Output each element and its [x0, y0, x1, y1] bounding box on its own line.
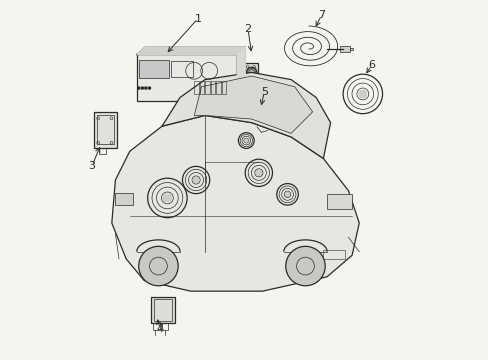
Bar: [323, 250, 344, 259]
Circle shape: [193, 177, 198, 183]
Text: 4: 4: [156, 324, 163, 334]
Bar: [194, 81, 198, 94]
Circle shape: [137, 87, 140, 89]
Circle shape: [141, 87, 143, 89]
Bar: [162, 323, 167, 330]
Circle shape: [285, 246, 325, 286]
Circle shape: [163, 194, 171, 202]
Bar: [216, 81, 220, 94]
Bar: [153, 299, 172, 321]
Text: 3: 3: [88, 161, 95, 171]
Polygon shape: [194, 76, 312, 134]
Bar: [222, 81, 226, 94]
Text: 2: 2: [244, 24, 251, 35]
Circle shape: [256, 170, 261, 175]
Circle shape: [144, 87, 147, 89]
Circle shape: [148, 87, 150, 89]
Bar: [97, 115, 114, 144]
Text: 6: 6: [367, 60, 374, 70]
Bar: [94, 112, 117, 148]
Bar: [99, 148, 105, 154]
Bar: [326, 194, 351, 209]
Circle shape: [250, 72, 252, 73]
Polygon shape: [137, 47, 244, 54]
Bar: [199, 81, 204, 94]
Bar: [260, 131, 268, 138]
Bar: [152, 323, 160, 330]
Bar: [139, 60, 168, 78]
Circle shape: [244, 139, 247, 142]
Bar: [137, 54, 237, 101]
Polygon shape: [237, 47, 244, 101]
Circle shape: [255, 118, 258, 121]
Bar: [151, 297, 174, 323]
Bar: [210, 81, 215, 94]
Text: 7: 7: [317, 10, 325, 20]
Bar: [349, 48, 352, 50]
Bar: [170, 61, 193, 77]
Polygon shape: [112, 116, 359, 291]
Bar: [244, 63, 258, 82]
Text: 1: 1: [194, 14, 201, 24]
Circle shape: [285, 192, 289, 196]
Bar: [339, 46, 349, 52]
Circle shape: [359, 90, 366, 98]
Bar: [115, 193, 133, 205]
Bar: [205, 81, 209, 94]
Text: 5: 5: [260, 87, 267, 97]
Polygon shape: [162, 72, 330, 158]
Circle shape: [139, 246, 178, 286]
